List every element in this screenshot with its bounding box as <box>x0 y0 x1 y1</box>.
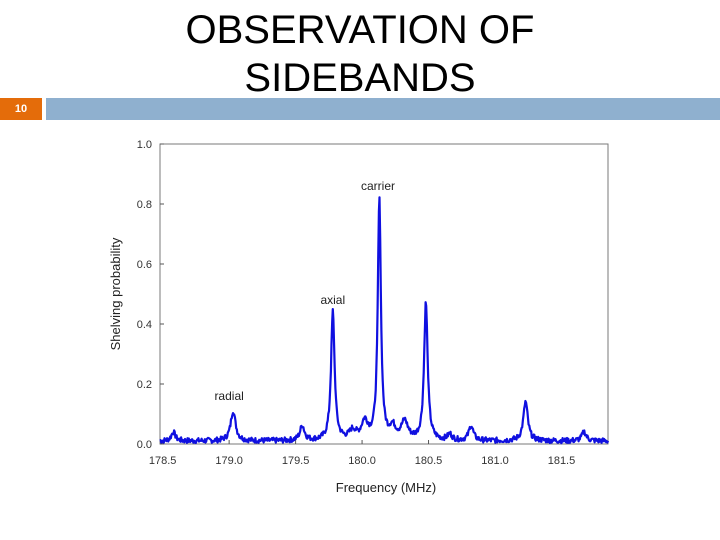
y-tick-label: 0.8 <box>137 199 152 211</box>
y-tick-label: 0.2 <box>137 379 152 391</box>
x-tick-label: 180.0 <box>348 455 376 467</box>
annotation-axial: axial <box>320 293 345 307</box>
x-axis: 178.5 179.0 179.5 180.0 180.5 181.0 181.5 <box>149 440 575 467</box>
x-tick-label: 181.5 <box>548 455 576 467</box>
x-tick-label: 179.0 <box>215 455 243 467</box>
x-tick-label: 178.5 <box>149 455 177 467</box>
x-tick-label: 181.0 <box>481 455 509 467</box>
plot-frame <box>159 143 609 445</box>
annotation-radial: radial <box>214 389 243 403</box>
x-tick-label: 180.5 <box>415 455 443 467</box>
y-tick-label: 0.4 <box>137 319 152 331</box>
slide-title: OBSERVATION OF SIDEBANDS <box>185 8 535 100</box>
shelving-probability-series <box>159 196 610 445</box>
slide-number: 10 <box>14 103 28 115</box>
y-axis-label: Shelving probability <box>108 237 123 350</box>
peak-annotations: carrier axial radial <box>214 179 395 403</box>
y-tick-label: 0.6 <box>137 259 152 271</box>
y-tick-label: 1.0 <box>137 139 152 151</box>
y-tick-label: 0.0 <box>137 439 152 451</box>
annotation-carrier: carrier <box>361 179 395 193</box>
x-tick-label: 179.5 <box>282 455 310 467</box>
title-bar-accent <box>0 98 42 120</box>
title-bar <box>46 98 720 120</box>
y-axis: 0.0 0.2 0.4 0.6 0.8 1.0 <box>137 139 164 451</box>
x-axis-label: Frequency (MHz) <box>336 480 436 495</box>
